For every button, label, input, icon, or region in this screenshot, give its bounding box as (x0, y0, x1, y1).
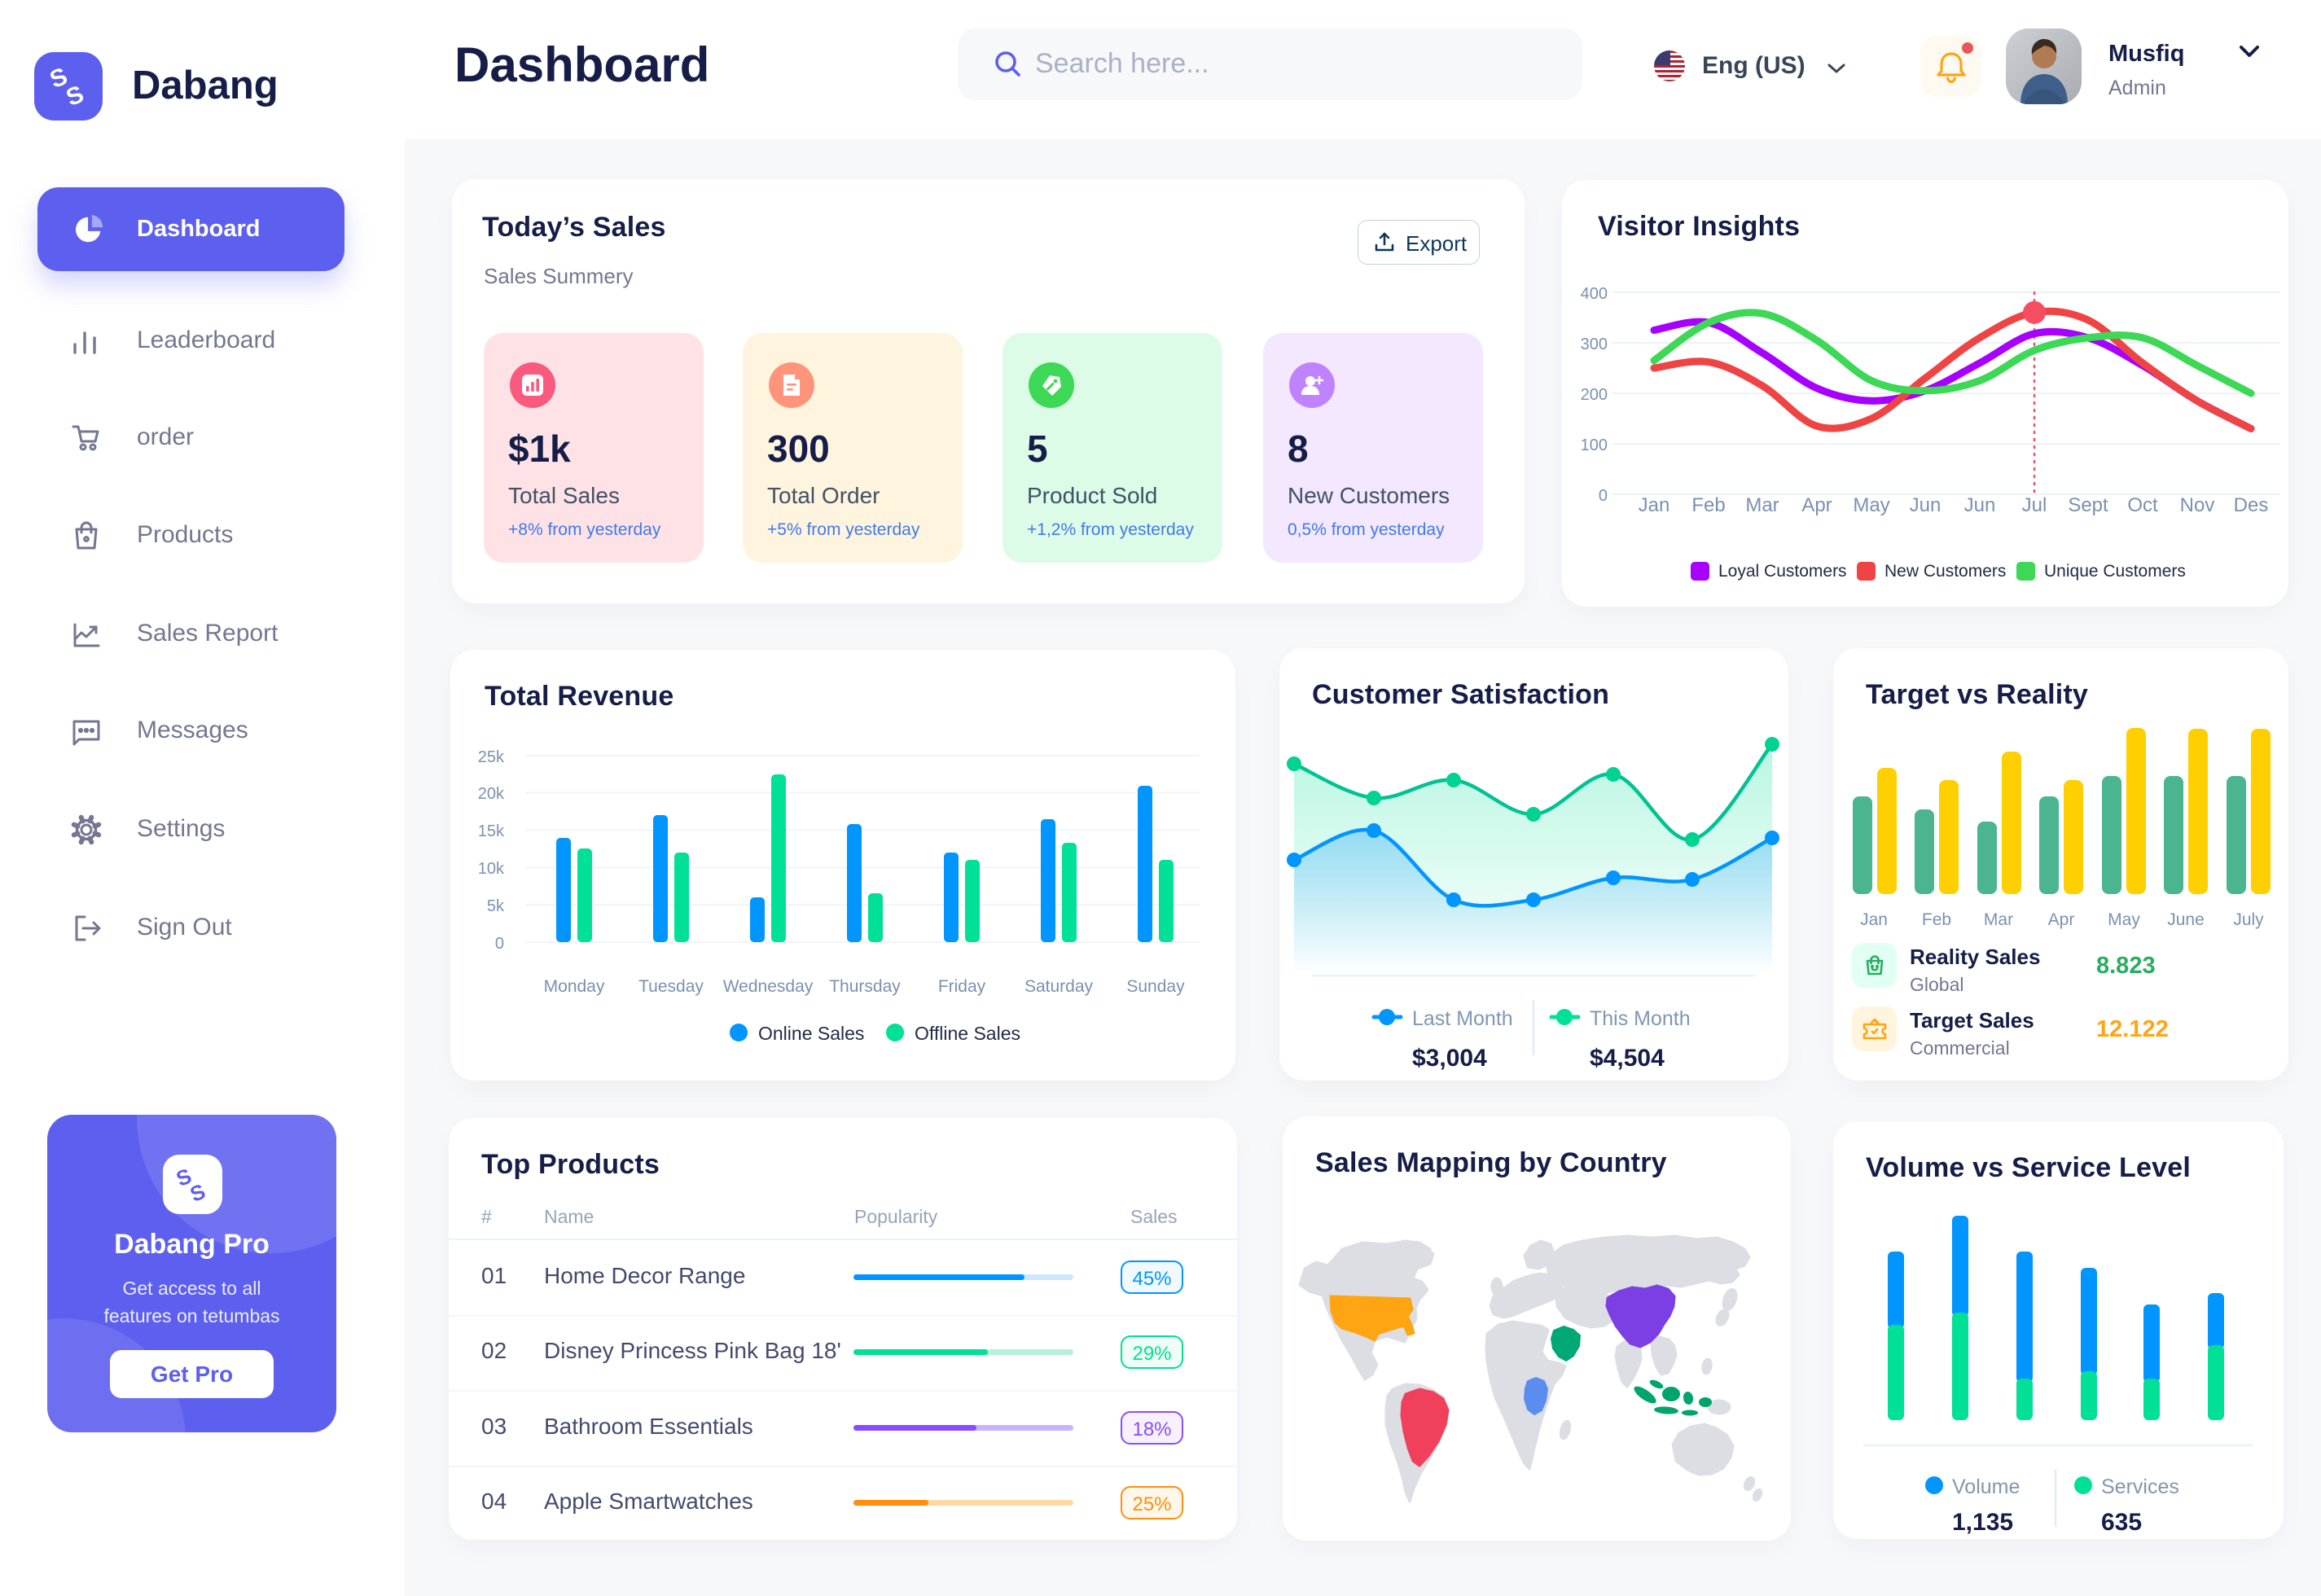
svg-text:100: 100 (1581, 436, 1608, 454)
svg-text:Oct: Oct (2127, 494, 2158, 516)
svg-text:Apr: Apr (1801, 494, 1832, 516)
svg-text:1,135: 1,135 (1952, 1509, 2013, 1536)
svg-text:Wednesday: Wednesday (723, 977, 814, 996)
svg-text:May: May (1853, 494, 1889, 516)
svg-text:Saturday: Saturday (1024, 977, 1094, 996)
svg-text:New Customers: New Customers (1884, 562, 2006, 581)
svg-text:Unique Customers: Unique Customers (2044, 562, 2186, 581)
svg-text:Last Month: Last Month (1412, 1007, 1513, 1030)
svg-text:15k: 15k (478, 822, 505, 840)
svg-text:Jan: Jan (1860, 910, 1888, 929)
svg-text:Monday: Monday (544, 977, 605, 996)
svg-text:Des: Des (2234, 494, 2269, 516)
svg-text:$3,004: $3,004 (1412, 1045, 1487, 1072)
svg-text:0: 0 (1599, 487, 1608, 505)
svg-text:Mar: Mar (1984, 910, 2013, 929)
svg-text:S: S (186, 1179, 208, 1207)
svg-text:Sept: Sept (2068, 494, 2108, 516)
svg-text:Sunday: Sunday (1126, 977, 1185, 996)
svg-text:Friday: Friday (938, 977, 986, 996)
svg-text:Thursday: Thursday (829, 977, 901, 996)
svg-text:S: S (63, 81, 88, 112)
svg-text:Feb: Feb (1691, 494, 1725, 516)
svg-text:Jan: Jan (1639, 494, 1670, 516)
svg-text:Tuesday: Tuesday (638, 977, 704, 996)
svg-text:400: 400 (1581, 285, 1608, 303)
svg-text:Volume: Volume (1952, 1475, 2020, 1498)
svg-text:Jun: Jun (1964, 494, 1996, 516)
svg-text:Mar: Mar (1745, 494, 1779, 516)
svg-text:635: 635 (2101, 1509, 2142, 1536)
svg-text:Jun: Jun (1910, 494, 1941, 516)
svg-text:Apr: Apr (2048, 910, 2075, 929)
svg-text:Online Sales: Online Sales (758, 1023, 864, 1044)
svg-text:June: June (2167, 910, 2205, 929)
svg-text:5k: 5k (487, 897, 505, 915)
svg-text:10k: 10k (478, 860, 505, 878)
svg-text:Feb: Feb (1922, 910, 1951, 929)
svg-text:20k: 20k (478, 785, 505, 803)
svg-text:$4,504: $4,504 (1590, 1045, 1665, 1072)
svg-text:200: 200 (1581, 386, 1608, 404)
svg-text:July: July (2233, 910, 2264, 929)
svg-text:Loyal Customers: Loyal Customers (1718, 562, 1847, 581)
svg-text:Jul: Jul (2022, 494, 2047, 516)
svg-text:Nov: Nov (2180, 494, 2215, 516)
svg-text:Services: Services (2101, 1475, 2179, 1498)
svg-text:25k: 25k (478, 748, 505, 766)
svg-text:This Month: This Month (1590, 1007, 1691, 1030)
svg-text:May: May (2108, 910, 2140, 929)
svg-text:Offline Sales: Offline Sales (915, 1023, 1020, 1044)
svg-text:300: 300 (1581, 335, 1608, 353)
svg-text:0: 0 (495, 935, 504, 953)
